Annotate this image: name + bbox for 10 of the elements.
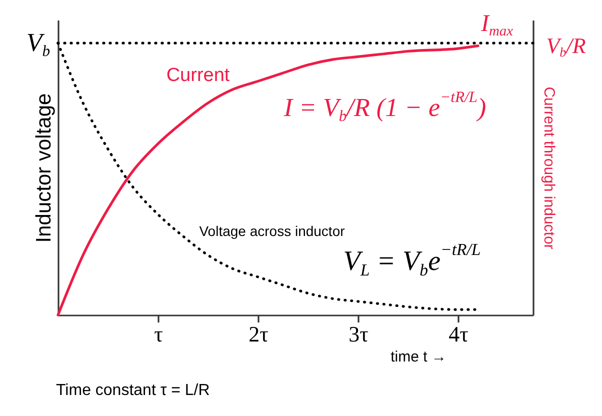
y2-axis-title: Current through inductor	[540, 86, 558, 250]
x-tick-label: 3τ	[348, 322, 369, 346]
series-label: Voltage across inductor	[199, 223, 346, 239]
text: Time constant τ = L/R	[56, 382, 210, 399]
y-axis-title: Inductor voltage	[32, 93, 56, 243]
series-label: Current	[166, 65, 230, 86]
x-tick-label: 4τ	[448, 322, 469, 346]
x-tick-label: τ	[154, 322, 164, 346]
x-tick-label: 2τ	[248, 322, 269, 346]
x-axis-title: time t →	[390, 348, 446, 366]
